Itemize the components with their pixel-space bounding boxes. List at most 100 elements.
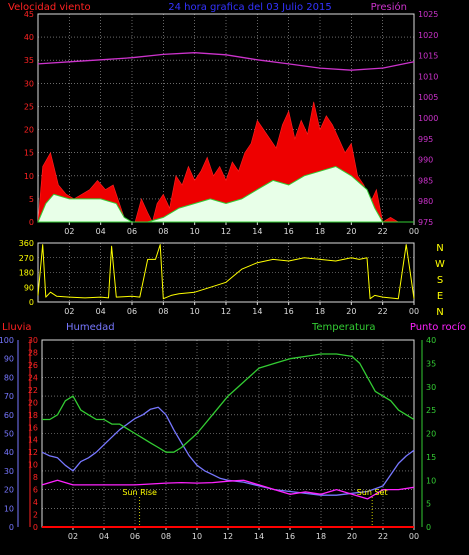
wind-chart-x-tick-label: 02 [64,227,74,236]
rain-y-tick-label: 16 [28,423,38,432]
wind-y-tick-label: 15 [24,149,34,158]
temp-y-tick-label: 10 [426,476,436,485]
humidity-y-tick-label: 0 [9,523,14,532]
humidity-y-tick-label: 100 [0,336,14,345]
climate-chart-x-tick-label: 18 [316,532,326,541]
direction-chart-x-tick-label: 18 [315,307,325,316]
pressure-y-tick-label: 1010 [418,72,438,81]
rain-y-tick-label: 10 [28,461,38,470]
humidity-y-tick-label: 90 [4,355,14,364]
direction-chart-x-tick-label: 06 [127,307,137,316]
temp-y-tick-label: 15 [426,453,436,462]
pressure-axis-title: Presión [371,1,407,13]
humidity-y-tick-label: 70 [4,392,14,401]
pressure-y-tick-label: 980 [418,197,433,206]
wind-chart-x-tick-label: 00 [409,227,419,236]
dewpoint-axis-title: Punto rocío [410,321,466,333]
pressure-y-tick-label: 995 [418,135,433,144]
rain-y-tick-label: 14 [28,436,38,445]
temp-y-tick-label: 35 [426,359,436,368]
compass-label: N [436,307,443,318]
wind-y-tick-label: 10 [24,172,34,181]
direction-chart-x-tick-label: 02 [64,307,74,316]
humidity-y-tick-label: 30 [4,467,14,476]
direction-y-tick-label: 270 [19,254,34,263]
temp-y-tick-label: 0 [426,523,431,532]
wind-chart-x-tick-label: 04 [96,227,106,236]
dewpoint-line-series [41,479,415,500]
direction-chart-x-tick-label: 22 [378,307,388,316]
direction-chart-x-tick-label: 00 [409,307,419,316]
wind-y-tick-label: 40 [24,33,34,42]
direction-chart-frame [37,242,415,303]
climate-chart-x-tick-label: 12 [223,532,233,541]
climate-chart-x-tick-label: 22 [378,532,388,541]
direction-y-tick-label: 0 [29,298,34,307]
direction-chart-x-tick-label: 14 [252,307,262,316]
pressure-y-tick-label: 1005 [418,93,438,102]
wind-chart-x-tick-label: 08 [158,227,168,236]
rain-y-tick-label: 18 [28,411,38,420]
wind-chart-x-tick-label: 10 [190,227,200,236]
direction-chart-x-tick-label: 12 [221,307,231,316]
compass-label: N [436,243,443,254]
climate-chart-x-tick-label: 00 [409,532,419,541]
temp-y-tick-label: 30 [426,383,436,392]
climate-chart-x-tick-label: 14 [254,532,264,541]
climate-chart-x-tick-label: 10 [192,532,202,541]
humidity-y-tick-label: 50 [4,430,14,439]
compass-label: W [435,259,445,270]
sun-rise-label: Sun Rise [122,488,157,497]
wind-area-series [37,165,414,223]
rain-y-tick-label: 6 [33,486,38,495]
pressure-y-tick-label: 990 [418,156,433,165]
wind-chart-x-tick-label: 06 [127,227,137,236]
pressure-y-tick-label: 1025 [418,10,438,19]
direction-chart-x-tick-label: 04 [96,307,106,316]
direction-chart-x-tick-label: 10 [190,307,200,316]
direction-y-tick-label: 360 [19,239,34,248]
pressure-y-tick-label: 975 [418,218,433,227]
rain-y-tick-label: 22 [28,386,38,395]
climate-chart-x-tick-label: 06 [130,532,140,541]
pressure-y-tick-label: 1015 [418,52,438,61]
rain-y-tick-label: 2 [33,511,38,520]
temp-y-tick-label: 25 [426,406,436,415]
climate-chart-x-tick-label: 16 [285,532,295,541]
wind-chart-x-tick-label: 12 [221,227,231,236]
direction-chart-x-tick-label: 16 [284,307,294,316]
temp-y-tick-label: 20 [426,430,436,439]
direction-y-tick-label: 90 [24,283,34,292]
pressure-y-tick-label: 1000 [418,114,438,123]
wind-chart-x-tick-label: 18 [315,227,325,236]
temperature-axis-title: Temperatura [311,322,376,333]
pressure-line-series [37,52,415,71]
rain-y-tick-label: 24 [28,373,38,382]
rain-y-tick-label: 20 [28,398,38,407]
wind-chart-x-tick-label: 16 [284,227,294,236]
wind-axis-title: Velocidad viento [8,2,91,13]
rain-y-tick-label: 30 [28,336,38,345]
rain-y-tick-label: 12 [28,448,38,457]
humidity-y-tick-label: 20 [4,486,14,495]
chart-title: 24 hora grafica del 03 Julio 2015 [168,2,331,13]
direction-chart-x-tick-label: 20 [346,307,356,316]
humidity-y-tick-label: 40 [4,448,14,457]
pressure-y-tick-label: 985 [418,176,433,185]
humidity-y-tick-label: 80 [4,373,14,382]
climate-chart-x-tick-label: 08 [161,532,171,541]
climate-chart-x-tick-label: 04 [99,532,109,541]
compass-label: S [437,275,443,286]
wind-chart-x-tick-label: 22 [378,227,388,236]
wind-y-tick-label: 0 [29,218,34,227]
sun-set-label: Sun Set [357,488,388,497]
wind-y-tick-label: 45 [24,10,34,19]
direction-line-series [37,244,415,300]
climate-chart-x-tick-label: 02 [68,532,78,541]
direction-y-tick-label: 180 [19,269,34,278]
compass-label: E [437,291,443,302]
humidity-axis-title: Humedad [66,322,115,333]
wind-chart-x-tick-label: 14 [252,227,262,236]
humidity-y-tick-label: 60 [4,411,14,420]
